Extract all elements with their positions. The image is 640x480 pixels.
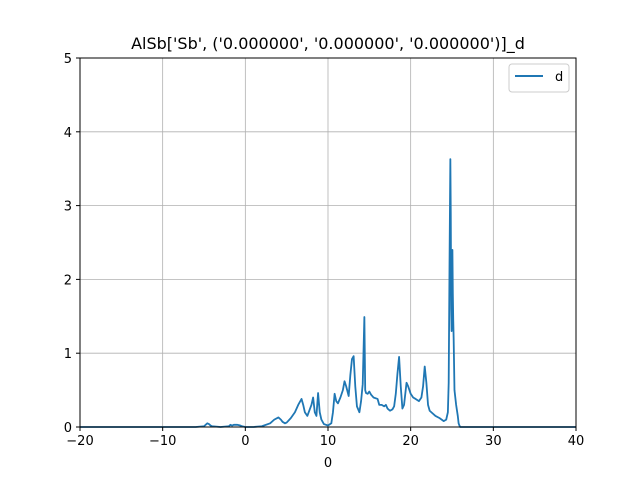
y-tick-label: 4 [64, 126, 72, 141]
x-tick-label: −20 [66, 434, 93, 449]
y-axis: 0 1 2 3 4 5 [64, 52, 80, 436]
y-tick-label: 1 [64, 347, 72, 362]
x-tick-label: −10 [149, 434, 176, 449]
y-tick-label: 5 [64, 52, 72, 67]
x-tick-label: 10 [320, 434, 337, 449]
series-line-d [80, 158, 576, 428]
x-tick-label: 0 [241, 434, 249, 449]
y-tick-label: 2 [64, 273, 72, 288]
x-tick-label: 30 [485, 434, 502, 449]
legend: d [508, 63, 570, 93]
series-group [80, 158, 576, 428]
x-tick-label: 40 [568, 434, 585, 449]
x-axis-label: 0 [324, 456, 332, 471]
x-axis: −20 −10 0 10 20 30 40 [66, 427, 584, 449]
chart-title: AlSb['Sb', ('0.000000', '0.000000', '0.0… [131, 34, 525, 54]
x-tick-label: 20 [402, 434, 419, 449]
y-tick-label: 0 [64, 421, 72, 436]
legend-label: d [555, 70, 563, 85]
legend-box [508, 63, 570, 93]
y-tick-label: 3 [64, 200, 72, 215]
